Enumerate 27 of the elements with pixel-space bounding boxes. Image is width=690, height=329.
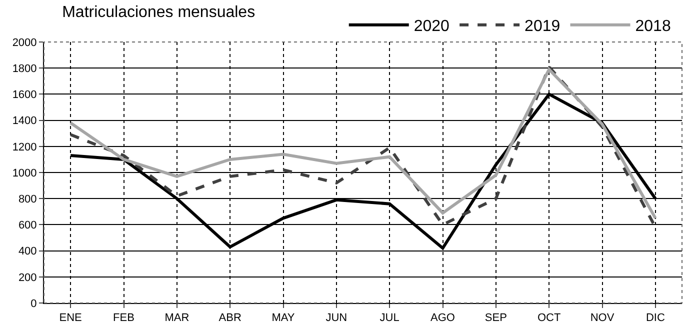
x-tick-label: MAR [164, 312, 190, 324]
y-tick-label: 1200 [12, 141, 37, 154]
legend-label: 2020 [414, 18, 450, 36]
y-tick-label: 1400 [12, 115, 37, 128]
x-tick-label: AGO [430, 312, 456, 324]
x-tick-label: ABR [218, 312, 242, 324]
chart-title: Matriculaciones mensuales [62, 4, 256, 22]
x-tick-label: ENE [59, 312, 82, 324]
y-tick-label: 400 [18, 246, 37, 258]
x-tick-label: JUN [326, 312, 348, 324]
x-tick-label: JUL [380, 312, 400, 324]
x-tick-label: MAY [272, 312, 296, 324]
y-tick-label: 1800 [12, 62, 37, 75]
y-tick-label: 2000 [12, 36, 37, 49]
legend-label: 2018 [635, 18, 671, 36]
x-tick-label: DIC [646, 312, 665, 324]
legend-label: 2019 [524, 18, 560, 36]
y-tick-label: 600 [18, 220, 37, 232]
x-tick-label: FEB [113, 312, 134, 324]
x-tick-label: NOV [590, 312, 615, 324]
y-tick-label: 200 [18, 272, 37, 284]
x-tick-label: SEP [484, 312, 507, 324]
x-tick-label: OCT [537, 312, 561, 324]
y-tick-label: 1000 [12, 167, 37, 180]
y-tick-label: 1600 [12, 89, 37, 102]
y-tick-label: 800 [18, 193, 37, 206]
y-tick-label: 0 [30, 298, 37, 310]
